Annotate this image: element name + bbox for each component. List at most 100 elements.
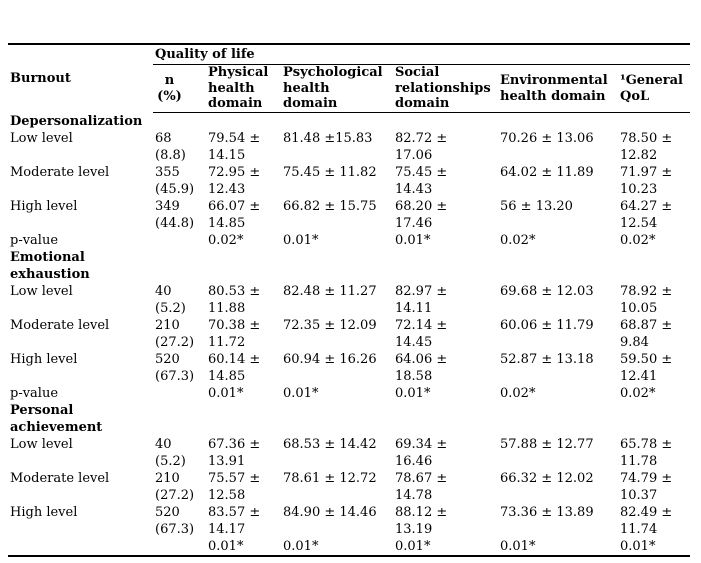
cell-environmental: 64.02 ± 11.89 — [500, 165, 594, 180]
cell-social: 75.45 ± 14.43 — [395, 165, 448, 197]
cell-physical: 0.01* — [208, 386, 244, 401]
row-label: Moderate level — [10, 471, 110, 486]
row-label: p-value — [10, 386, 59, 401]
section-title: Personal achievement — [10, 403, 103, 435]
cell-general: 78.92 ± 10.05 — [620, 284, 673, 316]
cell-social: 0.01* — [395, 233, 431, 248]
cell-environmental: 69.68 ± 12.03 — [500, 284, 594, 299]
cell-general: 82.49 ± 11.74 — [620, 505, 673, 537]
cell-social: 82.72 ± 17.06 — [395, 131, 448, 163]
cell-psychological: 81.48 ±15.83 — [283, 131, 373, 146]
table-row: Moderate level 210 (27.2) 70.38 ± 11.72 … — [8, 317, 690, 351]
column-header-row: n (%) Physical health domain Psychologic… — [8, 64, 691, 113]
cell-psychological: 78.61 ± 12.72 — [283, 471, 377, 486]
section-title: Depersonalization — [10, 114, 143, 129]
section-row-depersonalization: Depersonalization — [8, 113, 690, 131]
row-label: Moderate level — [10, 318, 110, 333]
cell-physical: 66.07 ± 14.85 — [208, 199, 261, 231]
cell-general: 78.50 ± 12.82 — [620, 131, 673, 163]
cell-environmental: 0.02* — [500, 233, 536, 248]
burnout-qol-table: Burnout Quality of life n (%) Physical h… — [8, 43, 691, 557]
burnout-header: Burnout — [10, 71, 71, 87]
cell-social: 88.12 ± 13.19 — [395, 505, 448, 537]
cell-physical: 60.14 ± 14.85 — [208, 352, 261, 384]
section-row-emotional-exhaustion: Emotional exhaustion — [8, 249, 690, 283]
row-label: p-value — [10, 233, 59, 248]
cell-general: 71.97 ± 10.23 — [620, 165, 673, 197]
cell-n: 210 (27.2) — [155, 471, 195, 503]
cell-general: 0.02* — [620, 386, 656, 401]
cell-physical: 0.02* — [208, 233, 244, 248]
table-row: Moderate level 210 (27.2) 75.57 ± 12.58 … — [8, 470, 690, 504]
spanner-row: Burnout Quality of life — [8, 44, 691, 86]
cell-n — [153, 385, 206, 402]
cell-psychological: 60.94 ± 16.26 — [283, 352, 377, 367]
row-label: High level — [10, 505, 78, 520]
cell-general: 68.87 ± 9.84 — [620, 318, 673, 350]
cell-physical: 0.01* — [208, 539, 244, 554]
cell-n — [153, 538, 206, 556]
col-header-psychological: Psychological health domain — [281, 64, 393, 113]
cell-physical: 67.36 ± 13.91 — [208, 437, 261, 469]
cell-general: 74.79 ± 10.37 — [620, 471, 673, 503]
col-header-n-percent: n (%) — [153, 64, 206, 113]
row-label: Low level — [10, 131, 73, 146]
cell-psychological: 0.01* — [283, 233, 319, 248]
cell-social: 68.20 ± 17.46 — [395, 199, 448, 231]
cell-environmental: 52.87 ± 13.18 — [500, 352, 594, 367]
cell-physical: 80.53 ± 11.88 — [208, 284, 261, 316]
row-label: High level — [10, 352, 78, 367]
cell-social: 64.06 ± 18.58 — [395, 352, 448, 384]
col-header-general-qol: ¹General QoL — [618, 64, 691, 113]
cell-general: 59.50 ± 12.41 — [620, 352, 673, 384]
row-label: Low level — [10, 437, 73, 452]
cell-n: 520 (67.3) — [155, 505, 195, 537]
cell-environmental: 73.36 ± 13.89 — [500, 505, 594, 520]
quality-of-life-spanner: Quality of life — [153, 44, 691, 65]
p-value-row: 0.01* 0.01* 0.01* 0.01* 0.01* — [8, 538, 690, 556]
cell-n: 40 (5.2) — [155, 437, 186, 469]
cell-environmental: 0.02* — [500, 386, 536, 401]
cell-physical: 79.54 ± 14.15 — [208, 131, 261, 163]
cell-psychological: 68.53 ± 14.42 — [283, 437, 377, 452]
cell-general: 0.02* — [620, 233, 656, 248]
col-header-environmental: Environmental health domain — [498, 64, 618, 113]
cell-environmental: 70.26 ± 13.06 — [500, 131, 594, 146]
table-row: Low level 40 (5.2) 80.53 ± 11.88 82.48 ±… — [8, 283, 690, 317]
section-row-personal-achievement: Personal achievement — [8, 402, 690, 436]
cell-social: 82.97 ± 14.11 — [395, 284, 448, 316]
cell-social: 72.14 ± 14.45 — [395, 318, 448, 350]
cell-social: 0.01* — [395, 386, 431, 401]
col-header-social: Social relationships domain — [393, 64, 498, 113]
cell-n: 210 (27.2) — [155, 318, 195, 350]
cell-physical: 75.57 ± 12.58 — [208, 471, 261, 503]
table-row: High level 520 (67.3) 83.57 ± 14.17 84.9… — [8, 504, 690, 538]
cell-environmental: 56 ± 13.20 — [500, 199, 573, 214]
cell-general: 64.27 ± 12.54 — [620, 199, 673, 231]
cell-psychological: 75.45 ± 11.82 — [283, 165, 377, 180]
cell-environmental: 66.32 ± 12.02 — [500, 471, 594, 486]
table-row: High level 349 (44.8) 66.07 ± 14.85 66.8… — [8, 198, 690, 232]
cell-environmental: 60.06 ± 11.79 — [500, 318, 594, 333]
cell-psychological: 66.82 ± 15.75 — [283, 199, 377, 214]
row-label: Moderate level — [10, 165, 110, 180]
cell-social: 78.67 ± 14.78 — [395, 471, 448, 503]
cell-psychological: 72.35 ± 12.09 — [283, 318, 377, 333]
row-label: Low level — [10, 284, 73, 299]
cell-social: 69.34 ± 16.46 — [395, 437, 448, 469]
cell-physical: 72.95 ± 12.43 — [208, 165, 261, 197]
cell-general: 65.78 ± 11.78 — [620, 437, 673, 469]
row-label — [8, 538, 153, 556]
row-label: High level — [10, 199, 78, 214]
cell-n: 68 (8.8) — [155, 131, 186, 163]
cell-physical: 70.38 ± 11.72 — [208, 318, 261, 350]
cell-physical: 83.57 ± 14.17 — [208, 505, 261, 537]
table-row: Low level 68 (8.8) 79.54 ± 14.15 81.48 ±… — [8, 130, 690, 164]
cell-environmental: 57.88 ± 12.77 — [500, 437, 594, 452]
cell-n: 355 (45.9) — [155, 165, 195, 197]
cell-psychological: 84.90 ± 14.46 — [283, 505, 377, 520]
cell-psychological: 0.01* — [283, 539, 319, 554]
p-value-row: p-value 0.01* 0.01* 0.01* 0.02* 0.02* — [8, 385, 690, 402]
cell-psychological: 0.01* — [283, 386, 319, 401]
cell-general: 0.01* — [620, 539, 656, 554]
